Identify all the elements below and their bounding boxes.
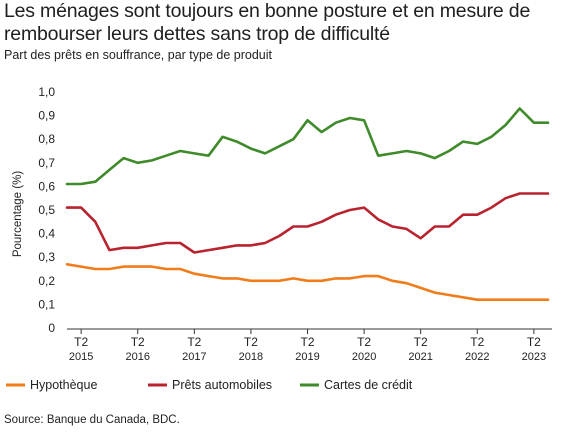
x-tick-label: T2: [244, 335, 258, 349]
x-tick-year-label: 2015: [69, 351, 93, 363]
source-note: Source: Banque du Canada, BDC.: [4, 414, 180, 426]
x-tick-year-label: 2021: [408, 351, 432, 363]
y-tick-label: 0,8: [38, 132, 55, 146]
x-tick-label: T2: [527, 335, 541, 349]
x-tick-year-label: 2017: [182, 351, 206, 363]
y-tick-label: 0,6: [38, 179, 55, 193]
x-tick-label: T2: [357, 335, 371, 349]
x-tick-year-label: 2020: [352, 351, 376, 363]
series-line-hypotheque: [65, 262, 550, 302]
y-tick-label: 0,7: [38, 156, 55, 170]
x-tick-year-label: 2016: [125, 351, 149, 363]
chart-subtitle: Part des prêts en souffrance, par type d…: [4, 48, 272, 62]
x-tick-label: T2: [470, 335, 484, 349]
chart-title: Les ménages sont toujours en bonne postu…: [4, 0, 531, 45]
x-tick-label: T2: [414, 335, 428, 349]
x-tick-label: T2: [187, 335, 201, 349]
legend-label: Hypothèque: [30, 378, 97, 392]
legend-label: Cartes de crédit: [324, 378, 413, 392]
y-tick-label: 0,3: [38, 250, 55, 264]
y-axis-label: Pourcentage (%): [12, 171, 24, 257]
y-tick-label: 1,0: [38, 85, 55, 99]
x-tick-year-label: 2023: [522, 351, 546, 363]
x-tick-label: T2: [74, 335, 88, 349]
y-tick-label: 0,2: [38, 274, 55, 288]
chart-legend: Hypothèque Prêts automobiles Cartes de cré…: [6, 378, 413, 392]
y-tick-label: 0,5: [38, 203, 55, 217]
y-tick-label: 0,9: [38, 109, 55, 123]
x-tick-year-label: 2019: [295, 351, 319, 363]
x-tick-year-label: 2018: [239, 351, 263, 363]
series-line-cartes-de-credit: [65, 107, 550, 186]
y-tick-label: 0,1: [38, 297, 55, 311]
x-tick-label: T2: [131, 335, 145, 349]
legend-label: Prêts automobiles: [172, 378, 272, 392]
chart-axes: 0 0,1 0,2 0,3 0,4 0,5 0,6 0,7 0,8 0,9 1,0 T2 2015 T2 2…: [38, 85, 552, 363]
x-tick-year-label: 2022: [465, 351, 489, 363]
series-line-prets-automobiles: [65, 192, 550, 254]
x-tick-label: T2: [300, 335, 314, 349]
series-lines: [65, 107, 550, 302]
y-tick-label: 0,4: [38, 227, 55, 241]
y-tick-label: 0: [48, 321, 55, 335]
